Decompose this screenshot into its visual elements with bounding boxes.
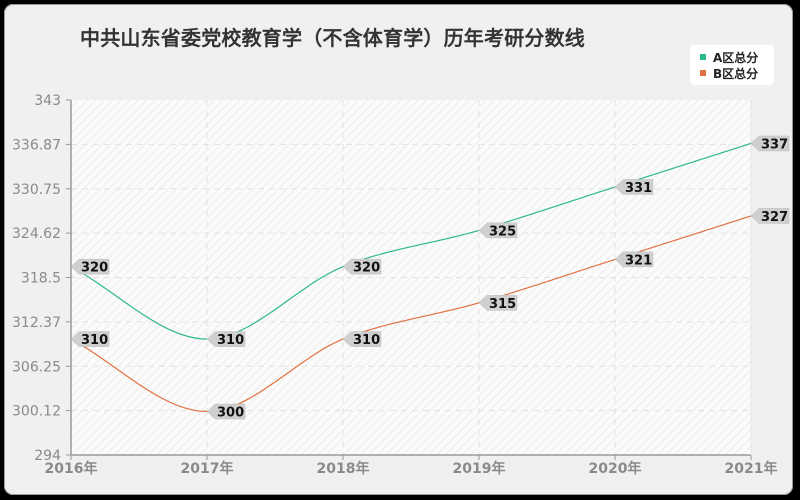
data-label: 325: [478, 222, 518, 239]
y-tick-label: 306.25: [12, 359, 61, 375]
y-tick-label: 300.12: [12, 404, 61, 420]
svg-text:327: 327: [761, 210, 788, 225]
y-tick-label: 324.62: [12, 226, 61, 242]
data-label: 320: [342, 258, 382, 276]
svg-text:325: 325: [489, 224, 516, 239]
chart-legend: A区总分 B区总分: [690, 45, 774, 85]
data-label: 315: [478, 295, 518, 312]
y-tick-label: 343: [34, 93, 61, 109]
legend-label-a: A区总分: [713, 50, 759, 65]
svg-text:320: 320: [81, 261, 108, 276]
legend-label-b: B区总分: [713, 66, 759, 81]
y-axis-ticks: 343 336.87 330.75 324.62 318.5 312.37 306.25 30…: [12, 93, 61, 464]
x-tick-label: 2020年: [589, 460, 642, 477]
data-label: 331: [614, 179, 654, 196]
legend-swatch-b-icon: [700, 70, 706, 76]
svg-text:331: 331: [625, 181, 652, 196]
data-label: 310: [342, 331, 382, 348]
svg-text:310: 310: [81, 333, 108, 348]
data-label: 320: [70, 258, 110, 276]
y-tick-label: 318.5: [21, 271, 61, 287]
x-axis-ticks: 2016年 2017年 2018年 2019年 2020年 2021年: [45, 460, 778, 477]
x-tick-label: 2018年: [317, 460, 370, 477]
y-tick-label: 330.75: [12, 182, 61, 198]
legend-item-b[interactable]: B区总分: [700, 65, 758, 81]
x-tick-label: 2017年: [181, 460, 234, 477]
svg-text:310: 310: [353, 333, 380, 348]
data-label: 310: [206, 331, 246, 348]
grid-lines: [71, 100, 751, 455]
data-label: 310: [70, 331, 110, 348]
x-tick-label: 2019年: [453, 460, 506, 477]
svg-text:337: 337: [761, 137, 788, 152]
svg-text:321: 321: [625, 253, 652, 268]
y-tick-label: 294: [34, 448, 61, 464]
svg-text:310: 310: [217, 333, 244, 348]
x-tick-label: 2016年: [45, 460, 98, 477]
svg-text:300: 300: [217, 406, 244, 421]
data-label: 337: [750, 135, 790, 152]
data-label: 321: [614, 251, 654, 268]
legend-swatch-a-icon: [700, 54, 706, 60]
data-label: 327: [750, 208, 790, 225]
chart-title: 中共山东省委党校教育学（不含体育学）历年考研分数线: [80, 26, 585, 50]
y-tick-label: 336.87: [12, 137, 61, 153]
data-labels: 320 310 320 325 331 337 310 300 310 315 321 327: [70, 135, 790, 421]
x-tick-label: 2021年: [725, 460, 778, 477]
y-tick-label: 312.37: [12, 315, 61, 331]
legend-item-a[interactable]: A区总分: [700, 49, 758, 65]
data-label: 300: [206, 403, 246, 421]
svg-text:315: 315: [489, 297, 516, 312]
axes: [66, 99, 752, 460]
svg-text:320: 320: [353, 261, 380, 276]
